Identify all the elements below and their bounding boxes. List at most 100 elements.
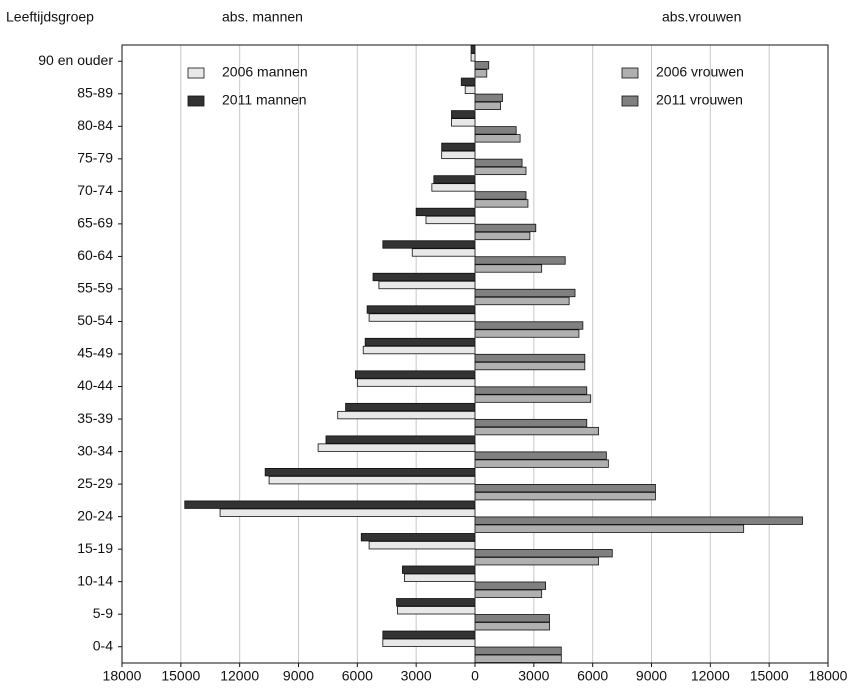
bar: [425, 215, 476, 225]
y-tick-label: 25-29: [77, 475, 113, 491]
x-tick-label: 15000: [161, 668, 200, 684]
x-tick-label: 18000: [809, 668, 848, 684]
bar: [474, 549, 613, 558]
bar: [474, 134, 521, 143]
bar: [441, 142, 476, 152]
bar: [431, 183, 476, 192]
x-tick-label: 6000: [342, 668, 373, 684]
y-tick-label: 55-59: [77, 280, 113, 296]
bar: [474, 199, 529, 208]
bar: [372, 272, 476, 282]
y-tick-label: 70-74: [77, 182, 113, 198]
bar: [184, 500, 476, 509]
bar: [382, 630, 476, 639]
bar: [474, 654, 562, 663]
bar: [317, 443, 476, 452]
bar: [474, 394, 592, 403]
bar: [474, 418, 588, 428]
bar: [474, 93, 503, 102]
bar: [396, 598, 476, 607]
bar: [219, 508, 476, 517]
x-tick-label: 12000: [691, 668, 730, 684]
left-title: abs. mannen: [222, 9, 303, 25]
bar: [402, 565, 476, 574]
x-tick-label: 6000: [577, 668, 608, 684]
y-tick-label: 5-9: [93, 605, 113, 621]
bar: [268, 476, 476, 485]
bar: [337, 410, 476, 420]
bar: [470, 45, 476, 54]
bar: [474, 622, 550, 631]
bar: [382, 240, 476, 249]
bar: [356, 378, 476, 387]
y-axis-title: Leeftijdsgroep: [6, 9, 94, 25]
bar: [474, 166, 527, 176]
bar: [474, 61, 490, 70]
y-tick-label: 75-79: [77, 150, 113, 166]
bar: [474, 524, 745, 533]
bar: [474, 256, 566, 265]
bar: [474, 353, 586, 363]
bar: [474, 361, 586, 371]
bar: [474, 101, 501, 110]
bar: [474, 69, 488, 78]
y-tick-label: 60-64: [77, 247, 113, 263]
bar: [474, 614, 550, 623]
bar: [362, 345, 476, 355]
bar: [415, 207, 476, 217]
bar: [451, 118, 476, 127]
bar: [474, 264, 543, 273]
bar: [474, 589, 543, 598]
bar: [441, 150, 476, 160]
bar: [378, 280, 476, 290]
bar: [474, 288, 576, 298]
bar: [474, 296, 570, 306]
legend-swatch: [187, 67, 205, 79]
legend-label: 2011 vrouwen: [656, 92, 743, 108]
y-tick-label: 0-4: [93, 637, 113, 653]
bar: [474, 191, 527, 200]
bar: [474, 646, 562, 655]
bar: [474, 557, 599, 566]
x-tick-label: 3000: [518, 668, 549, 684]
bar: [474, 158, 523, 168]
bar: [366, 305, 476, 314]
bar: [474, 451, 607, 460]
bar: [403, 573, 476, 582]
legend-label: 2006 vrouwen: [656, 64, 744, 80]
bar: [368, 541, 476, 550]
bar: [474, 426, 599, 436]
bar: [460, 77, 476, 86]
x-tick-label: 12000: [220, 668, 259, 684]
y-tick-label: 65-69: [77, 215, 113, 231]
legend-swatch: [621, 95, 639, 107]
bar: [474, 126, 517, 135]
bar: [345, 402, 476, 412]
legend-label: 2011 mannen: [222, 92, 307, 108]
bar: [474, 223, 537, 233]
y-tick-label: 30-34: [77, 442, 113, 458]
x-tick-label: 9000: [636, 668, 667, 684]
bar: [474, 329, 580, 338]
bar: [474, 492, 656, 501]
x-tick-label: 18000: [103, 668, 142, 684]
bar: [433, 175, 476, 184]
y-tick-label: 85-89: [77, 84, 113, 100]
bar: [474, 581, 546, 590]
bar: [474, 484, 656, 493]
bar: [411, 248, 476, 257]
bar: [474, 516, 803, 525]
y-tick-label: 15-19: [77, 540, 113, 556]
bar: [325, 435, 476, 444]
legend-label: 2006 mannen: [222, 64, 308, 80]
bar: [464, 85, 476, 94]
legend-swatch: [187, 95, 205, 107]
bar: [474, 231, 531, 241]
y-tick-label: 20-24: [77, 507, 113, 523]
y-tick-label: 80-84: [77, 117, 113, 133]
y-tick-label: 10-14: [77, 572, 113, 588]
y-tick-label: 50-54: [77, 312, 113, 328]
x-tick-label: 3000: [401, 668, 432, 684]
x-tick-label: 9000: [283, 668, 314, 684]
